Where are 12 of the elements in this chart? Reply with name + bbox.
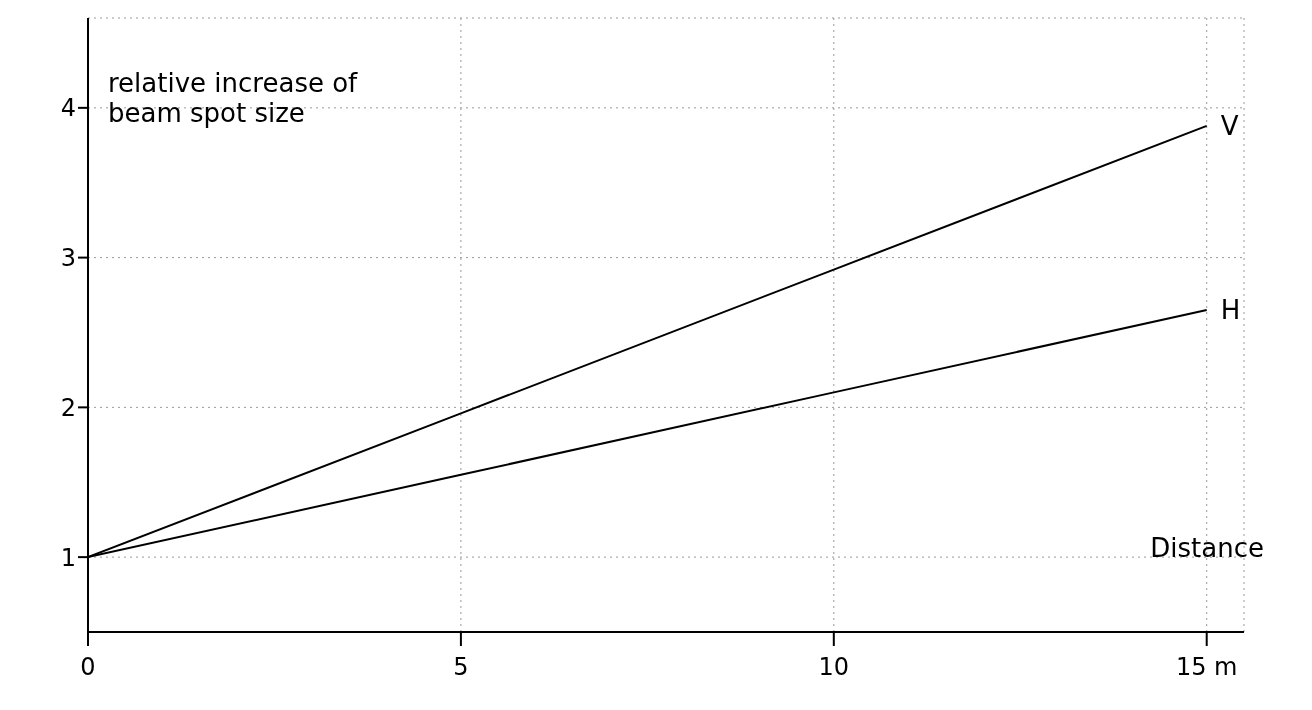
series-label: V [1220,110,1239,141]
x-tick-label: 0 [80,653,96,682]
y-tick-label: 2 [60,393,76,422]
x-axis-title: Distance [1150,533,1264,563]
x-tick-label: 15 m [1175,653,1238,682]
y-tick-label: 4 [60,94,76,123]
y-tick-label: 1 [60,543,76,572]
x-tick-label: 5 [453,653,469,682]
x-tick-label: 10 [818,653,850,682]
series-label: H [1220,295,1241,326]
y-tick-label: 3 [60,244,76,273]
y-axis-title: relative increase of beam spot size [108,68,358,128]
